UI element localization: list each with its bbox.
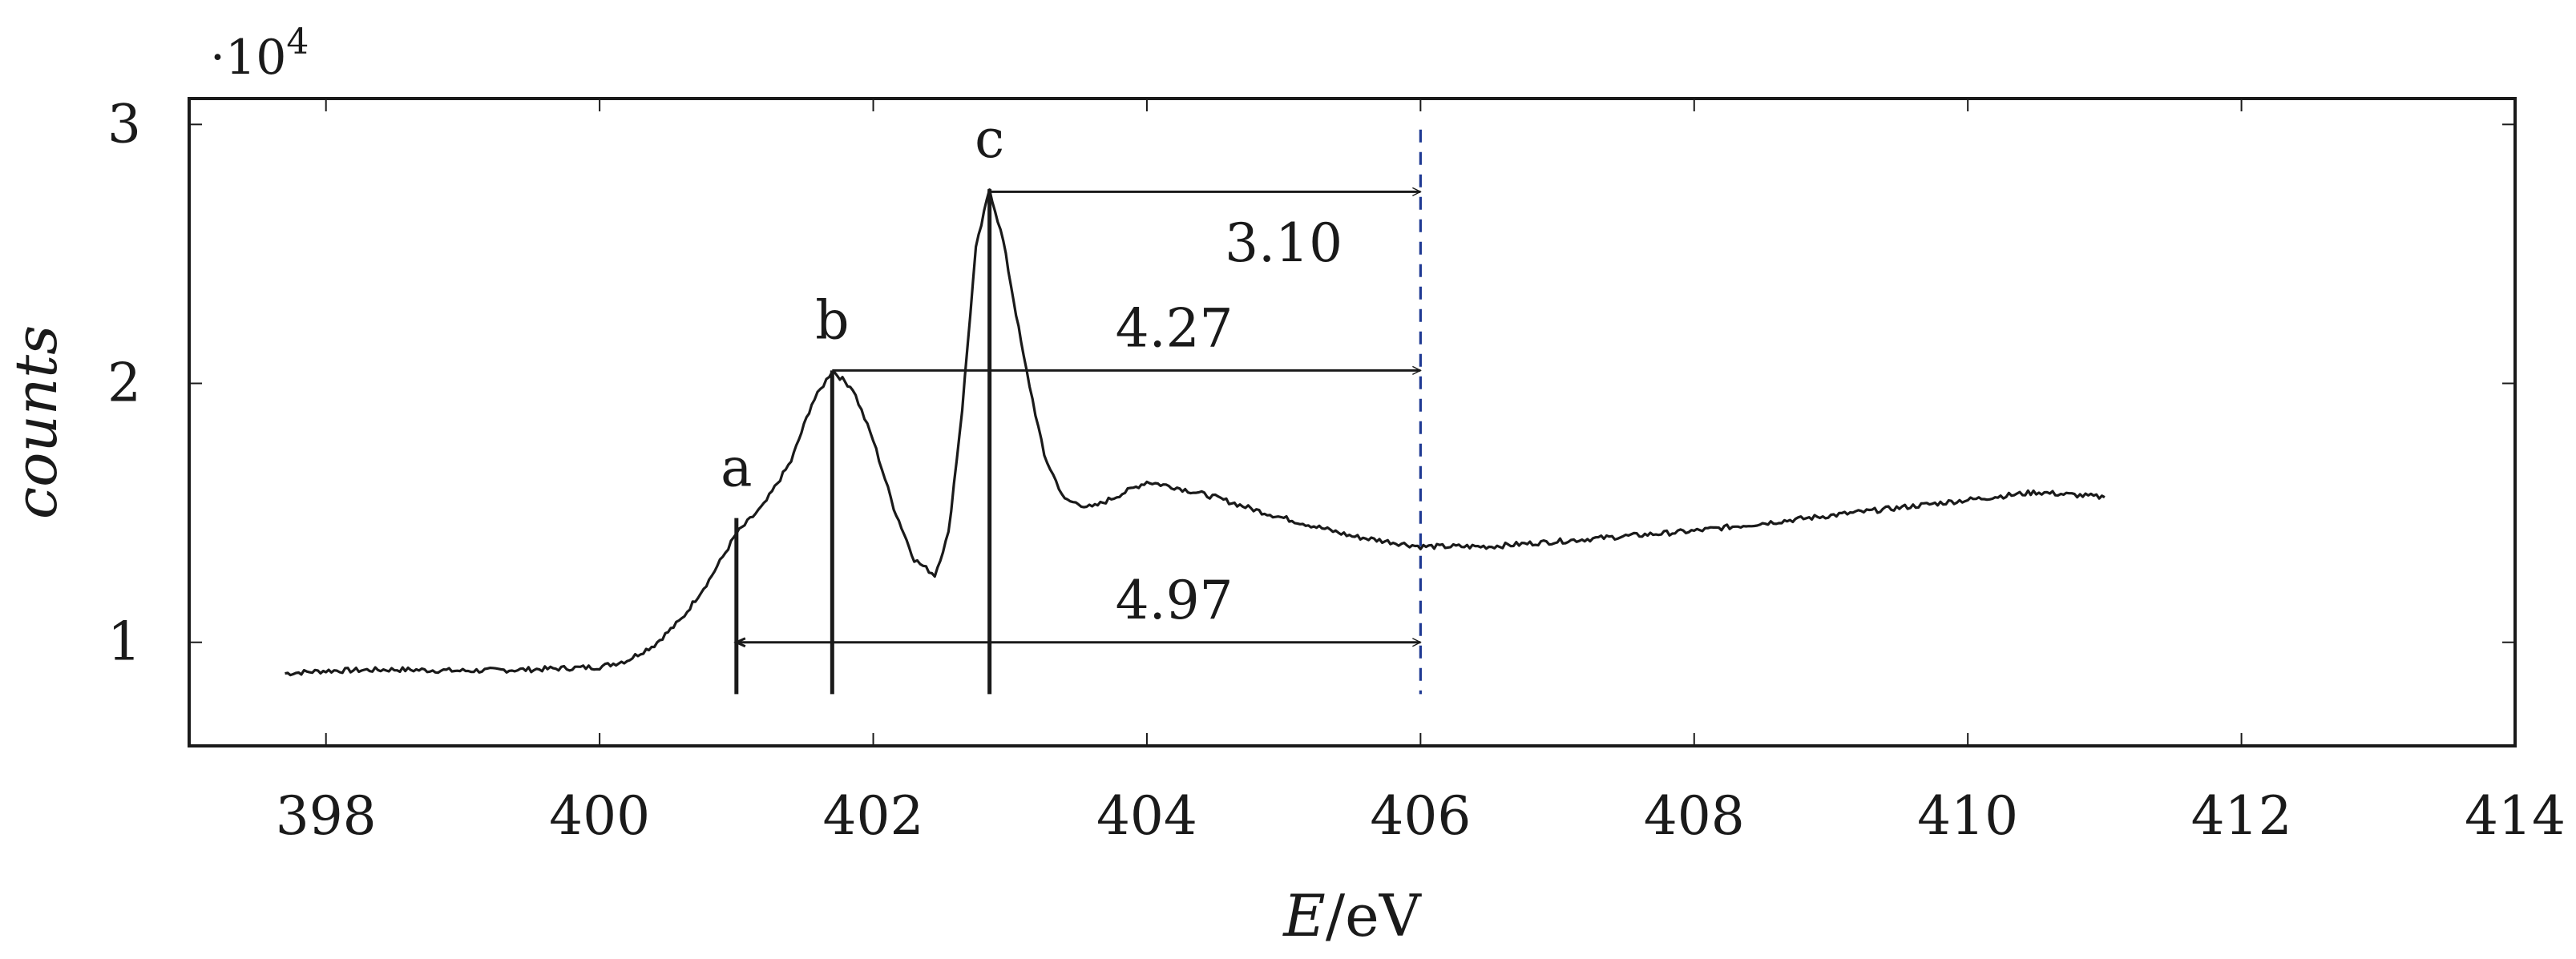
- annotation-label: 4.27: [1116, 298, 1233, 360]
- x-tick-label: 410: [1917, 785, 2018, 847]
- tick-labels: 398 400 402 404 406 408 410 412 414 1 2 3: [107, 93, 2566, 847]
- y-tick-label: 1: [107, 611, 141, 673]
- x-axis-label-unit: /eV: [1326, 882, 1423, 949]
- x-tick-label: 406: [1370, 785, 1471, 847]
- peak-label-b: b: [815, 289, 849, 351]
- ticks: [189, 99, 2516, 746]
- y-multiplier: ·104: [210, 22, 309, 87]
- peak-label-a: a: [721, 437, 752, 499]
- y-axis-label: counts: [2, 325, 70, 519]
- x-tick-label: 412: [2191, 785, 2292, 847]
- annot-layer: 3.10 4.27 4.97: [733, 191, 1421, 648]
- annotation-arrowhead-left: [733, 637, 746, 648]
- y-tick-label: 2: [107, 353, 141, 414]
- x-axis-label-symbol: E: [1282, 882, 1326, 949]
- markers-layer: a b c: [721, 108, 1004, 695]
- x-tick-label: 400: [549, 785, 650, 847]
- y-multiplier-base: ·10: [210, 30, 286, 86]
- x-tick-label: 404: [1096, 785, 1197, 847]
- x-tick-label: 402: [823, 785, 924, 847]
- x-tick-label: 398: [276, 785, 377, 847]
- annotation-label: 3.10: [1225, 212, 1343, 274]
- peak-label-c: c: [975, 108, 1004, 170]
- plot-frame: [188, 97, 2517, 747]
- annotation-label: 4.97: [1116, 570, 1233, 631]
- y-multiplier-exp: 4: [286, 22, 309, 62]
- y-tick-label: 3: [107, 93, 141, 155]
- x-axis-label: E/eV: [1282, 882, 1422, 949]
- x-tick-label: 414: [2465, 785, 2566, 847]
- x-tick-label: 408: [1644, 785, 1745, 847]
- series-line-spectrum: [285, 188, 2106, 677]
- series-layer: [285, 129, 2106, 695]
